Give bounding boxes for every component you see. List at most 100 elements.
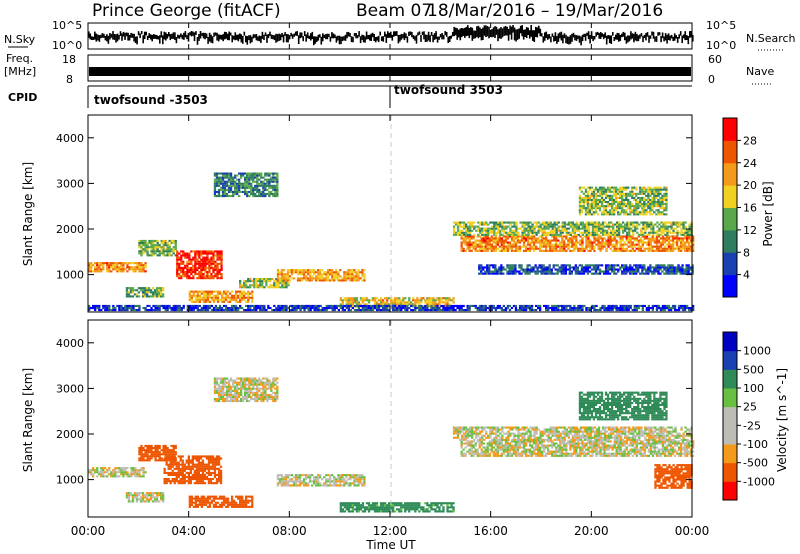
noise-sample xyxy=(201,32,203,37)
heatmap-cell xyxy=(160,248,163,251)
noise-sample xyxy=(266,34,268,43)
heatmap-cell xyxy=(249,292,252,295)
noise-sample xyxy=(538,25,540,34)
heatmap-cell xyxy=(196,268,199,271)
heatmap-cell xyxy=(108,268,111,271)
heatmap-cell xyxy=(549,225,552,228)
heatmap-cell xyxy=(617,307,620,310)
heatmap-cell xyxy=(243,296,246,299)
heatmap-cell xyxy=(260,174,263,177)
heatmap-cell xyxy=(244,193,247,196)
heatmap-cell xyxy=(582,196,586,199)
heatmap-cell xyxy=(677,268,680,271)
heatmap-cell xyxy=(526,268,529,271)
heatmap-cell xyxy=(347,275,350,278)
heatmap-cell xyxy=(255,282,258,285)
heatmap-cell xyxy=(641,188,644,191)
heatmap-cell xyxy=(323,279,326,282)
heatmap-cell xyxy=(436,304,439,307)
heatmap-cell xyxy=(514,249,518,252)
heatmap-cell xyxy=(288,279,292,282)
heatmap-cell xyxy=(617,309,620,312)
heatmap-cell xyxy=(591,229,595,232)
heatmap-cell xyxy=(652,225,655,228)
heatmap-cell xyxy=(426,299,429,302)
heatmap-cell xyxy=(512,249,516,252)
heatmap-cell xyxy=(602,188,606,191)
heatmap-cell xyxy=(573,249,576,252)
heatmap-cell xyxy=(162,252,165,255)
heatmap-cell xyxy=(311,269,314,272)
heatmap-cell xyxy=(466,235,469,238)
heatmap-cell xyxy=(319,271,322,274)
heatmap-cell xyxy=(545,249,548,252)
heatmap-cell xyxy=(499,233,502,236)
heatmap-cell xyxy=(539,241,542,244)
heatmap-cell xyxy=(108,304,111,307)
heatmap-cell xyxy=(581,307,584,310)
heatmap-cell xyxy=(555,233,558,236)
heatmap-cell xyxy=(635,205,638,208)
heatmap-cell xyxy=(281,304,284,307)
heatmap-cell xyxy=(539,243,542,246)
heatmap-cell xyxy=(649,209,652,212)
heatmap-cell xyxy=(582,272,586,275)
heatmap-cell xyxy=(478,245,481,248)
heatmap-cell xyxy=(398,297,401,300)
noise-sample xyxy=(519,25,522,34)
heatmap-cell xyxy=(514,245,518,248)
heatmap-cell xyxy=(290,273,294,276)
heatmap-cell xyxy=(596,207,600,210)
heatmap-cell xyxy=(647,307,650,310)
heatmap-cell xyxy=(361,309,365,312)
heatmap-cell xyxy=(604,207,608,210)
heatmap-cell xyxy=(158,309,161,312)
heatmap-cell xyxy=(229,195,233,198)
heatmap-cell xyxy=(549,241,552,244)
heatmap-cell xyxy=(300,273,304,276)
heatmap-cell xyxy=(676,233,679,236)
noise-trace xyxy=(88,25,694,46)
heatmap-cell xyxy=(619,249,622,252)
heatmap-cell xyxy=(641,268,644,271)
noise-sample xyxy=(692,34,694,42)
heatmap-cell xyxy=(88,264,91,267)
heatmap-cell xyxy=(593,249,596,252)
heatmap-cell xyxy=(553,221,556,224)
heatmap-cell xyxy=(178,252,181,255)
heatmap-cell xyxy=(497,231,500,234)
heatmap-cell xyxy=(110,262,113,265)
heatmap-cell xyxy=(561,243,564,246)
heatmap-cell xyxy=(108,262,111,265)
heatmap-cell xyxy=(581,221,585,224)
heatmap-cell xyxy=(339,275,342,278)
heatmap-cell xyxy=(509,223,512,226)
heatmap-cell xyxy=(468,304,471,307)
heatmap-cell xyxy=(220,294,224,297)
heatmap-cell xyxy=(539,235,542,238)
heatmap-cell xyxy=(690,239,693,242)
heatmap-cell xyxy=(623,186,626,189)
heatmap-cell xyxy=(243,292,246,295)
heatmap-cell xyxy=(375,309,379,312)
heatmap-cell xyxy=(147,289,151,292)
heatmap-cell xyxy=(641,211,644,214)
heatmap-cell xyxy=(609,309,612,312)
heatmap-cell xyxy=(535,245,538,248)
heatmap-cell xyxy=(296,269,300,272)
heatmap-cell xyxy=(333,307,336,310)
heatmap-cell xyxy=(651,207,654,210)
heatmap-cell xyxy=(590,207,594,210)
heatmap-cell xyxy=(679,272,682,275)
heatmap-cell xyxy=(192,292,195,295)
heatmap-cell xyxy=(627,198,630,201)
heatmap-cell xyxy=(659,245,663,248)
heatmap-cell xyxy=(158,244,161,247)
heatmap-cell xyxy=(225,174,229,177)
noise-sample xyxy=(100,34,102,39)
heatmap-cell xyxy=(196,300,199,303)
heatmap-cell xyxy=(623,247,626,250)
heatmap-cell xyxy=(683,268,686,271)
heatmap-cell xyxy=(528,304,532,307)
heatmap-cell xyxy=(674,227,677,230)
